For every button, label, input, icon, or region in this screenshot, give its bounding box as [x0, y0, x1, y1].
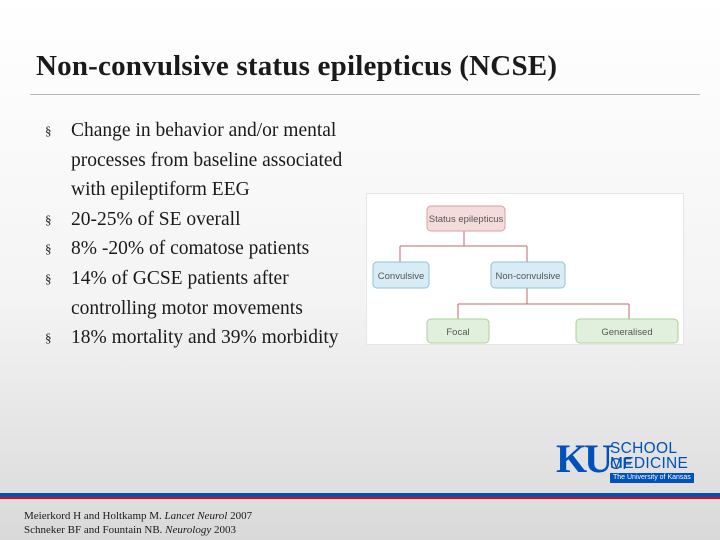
- slide-title: Non-convulsive status epilepticus (NCSE): [36, 50, 558, 82]
- bullet-item: § 20-25% of SE overall: [44, 205, 344, 235]
- footer-stripe-blue: [0, 493, 720, 497]
- ref2-authors: Schneker BF and Fountain NB.: [24, 524, 166, 536]
- bullet-marker-icon: §: [45, 330, 52, 346]
- node-generalised-label: Generalised: [601, 327, 652, 338]
- node-nonconvulsive-label: Non-convulsive: [496, 271, 561, 282]
- bullet-text: 8% -20% of comatose patients: [71, 238, 310, 260]
- logo-bar: [610, 473, 694, 483]
- bullet-text: 20-25% of SE overall: [71, 208, 241, 230]
- reference-2: Schneker BF and Fountain NB. Neurology 2…: [24, 523, 252, 537]
- node-convulsive-box: [372, 261, 430, 289]
- logo-ku-mark: KU: [556, 436, 613, 481]
- ref2-journal: Neurology: [165, 524, 212, 536]
- ref1-authors: Meierkord H and Holtkamp M.: [24, 510, 165, 522]
- bullet-text: Change in behavior and/or mental process…: [71, 120, 343, 201]
- references: Meierkord H and Holtkamp M. Lancet Neuro…: [24, 509, 252, 537]
- bullet-marker-icon: §: [45, 211, 52, 227]
- bullet-item: § 14% of GCSE patients after controlling…: [44, 264, 344, 323]
- reference-1: Meierkord H and Holtkamp M. Lancet Neuro…: [24, 509, 252, 523]
- ref1-year: 2007: [227, 510, 253, 522]
- footer-stripe-red: [0, 497, 720, 499]
- bullet-marker-icon: §: [45, 123, 52, 138]
- ref1-journal: Lancet Neurol: [164, 510, 228, 522]
- node-root-label: Status epilepticus: [429, 214, 504, 225]
- bullet-marker-icon: §: [45, 270, 52, 286]
- bullet-item: § 8% -20% of comatose patients: [44, 234, 344, 264]
- bullet-marker-icon: §: [45, 241, 52, 257]
- logo-line-1: SCHOOL OF: [610, 440, 677, 473]
- bullet-item: § Change in behavior and/or mental proce…: [44, 116, 344, 205]
- node-generalised-box: [575, 318, 679, 344]
- node-focal-box: [426, 318, 490, 344]
- ref2-year: 2003: [211, 524, 236, 536]
- ku-school-of-medicine-logo: KU SCHOOL OF MEDICINE The University of …: [556, 436, 696, 486]
- bullet-item: § 18% mortality and 39% morbidity: [44, 323, 344, 353]
- node-focal-label: Focal: [446, 327, 469, 338]
- node-nonconvulsive-box: [490, 261, 566, 289]
- bullet-text: 18% mortality and 39% morbidity: [71, 327, 339, 349]
- classification-diagram-svg: Status epilepticus Convulsive Non-convul…: [372, 205, 679, 344]
- title-divider: [30, 94, 700, 95]
- logo-line-2: MEDICINE: [610, 455, 689, 472]
- node-convulsive-label: Convulsive: [378, 271, 424, 282]
- classification-diagram: Status epilepticus Convulsive Non-convul…: [366, 193, 684, 345]
- bullet-text: 14% of GCSE patients after controlling m…: [71, 267, 303, 319]
- node-root-box: [426, 205, 506, 232]
- bullet-list: § Change in behavior and/or mental proce…: [44, 116, 344, 353]
- logo-subtitle: The University of Kansas: [613, 474, 691, 481]
